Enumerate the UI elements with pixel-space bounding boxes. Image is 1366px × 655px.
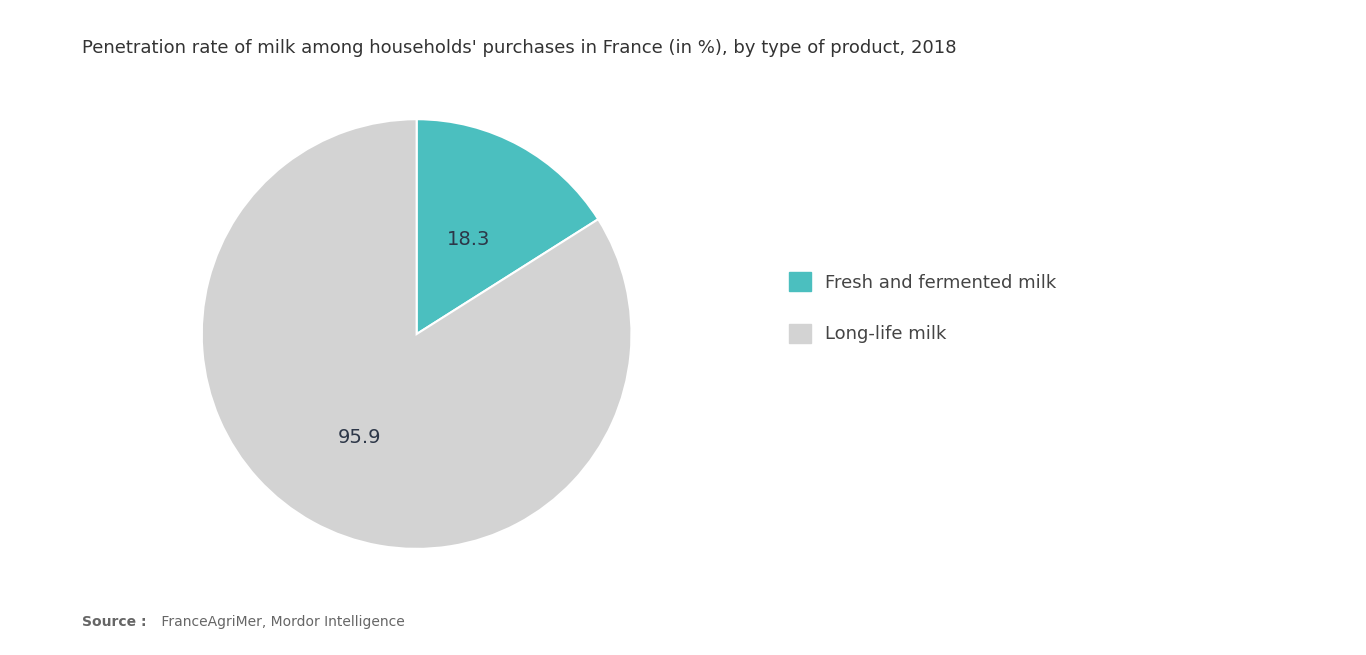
Text: 18.3: 18.3: [447, 231, 490, 250]
Wedge shape: [417, 119, 598, 334]
Text: Source :: Source :: [82, 615, 146, 629]
Text: Penetration rate of milk among households' purchases in France (in %), by type o: Penetration rate of milk among household…: [82, 39, 956, 57]
Text: FranceAgriMer, Mordor Intelligence: FranceAgriMer, Mordor Intelligence: [157, 615, 404, 629]
Wedge shape: [202, 119, 631, 549]
Legend: Fresh and fermented milk, Long-life milk: Fresh and fermented milk, Long-life milk: [790, 272, 1056, 343]
Text: 95.9: 95.9: [337, 428, 381, 447]
